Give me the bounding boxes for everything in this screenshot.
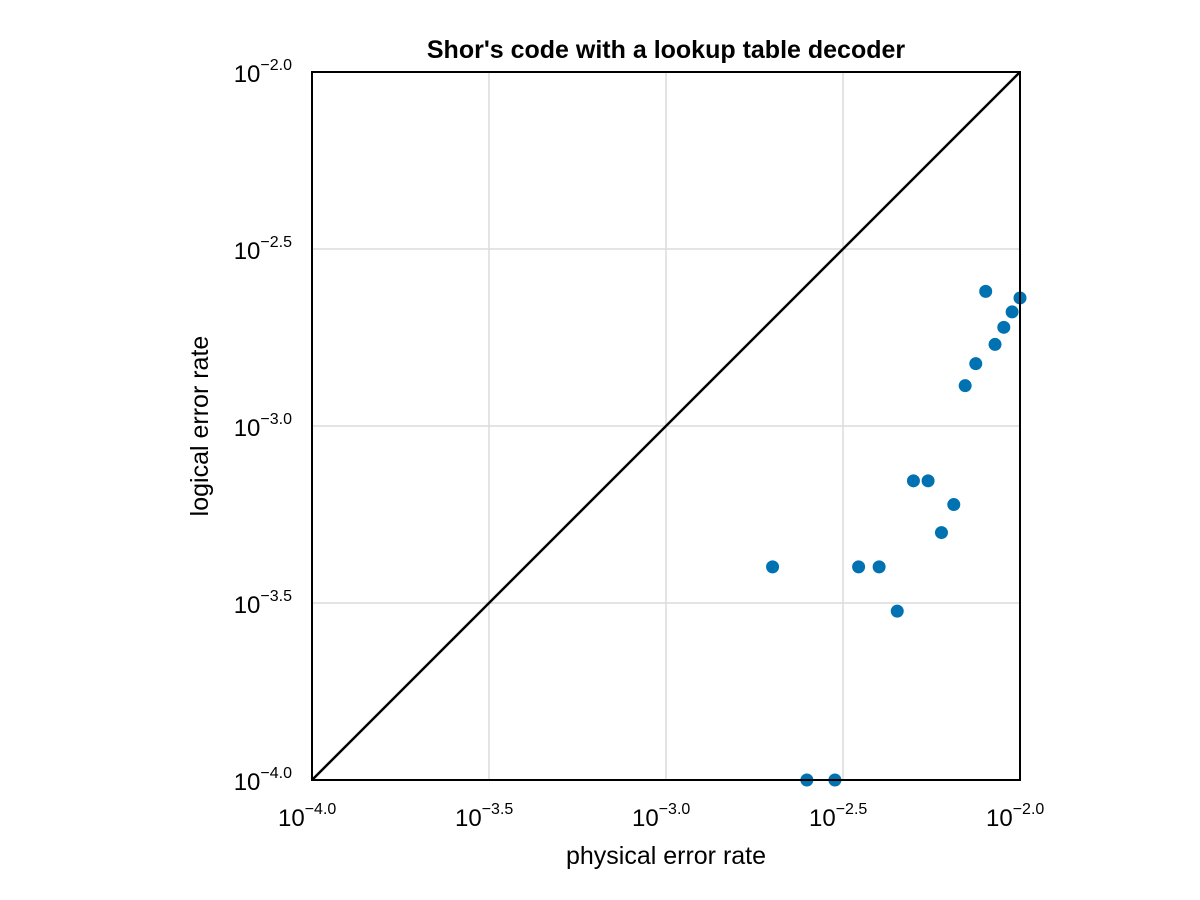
data-point: [997, 320, 1011, 334]
tick-label: 10−4.0: [278, 801, 336, 832]
y-tick-labels: 10−4.0 10−3.5 10−3.0 10−2.5 10−2.0: [234, 57, 292, 796]
x-axis-label: physical error rate: [566, 842, 766, 870]
data-point: [890, 604, 904, 618]
data-point: [969, 357, 983, 371]
tick-label: 10−2.5: [809, 801, 867, 832]
tick-label: 10−2.0: [234, 57, 292, 88]
chart-title: Shor's code with a lookup table decoder: [427, 36, 906, 64]
tick-label: 10−3.0: [234, 411, 292, 442]
tick-label: 10−4.0: [234, 765, 292, 796]
data-point: [934, 526, 948, 540]
data-point: [906, 474, 920, 488]
data-point: [1005, 305, 1019, 319]
data-point: [766, 560, 780, 574]
tick-label: 10−2.0: [986, 801, 1044, 832]
data-point: [872, 560, 886, 574]
tick-label: 10−3.5: [234, 588, 292, 619]
y-axis-label: logical error rate: [186, 336, 214, 517]
reference-line-group: [311, 71, 1021, 781]
tick-label: 10−3.5: [455, 801, 513, 832]
tick-label: 10−2.5: [234, 234, 292, 265]
data-point: [979, 284, 993, 298]
data-point: [852, 560, 866, 574]
data-point: [958, 379, 972, 393]
data-point: [988, 337, 1002, 351]
plot-frame: [311, 71, 1021, 781]
data-point: [921, 474, 935, 488]
tick-label: 10−3.0: [632, 801, 690, 832]
x-tick-labels: 10−4.0 10−3.5 10−3.0 10−2.5 10−2.0: [278, 801, 1044, 832]
data-point: [947, 498, 961, 512]
reference-line: [311, 71, 1021, 781]
